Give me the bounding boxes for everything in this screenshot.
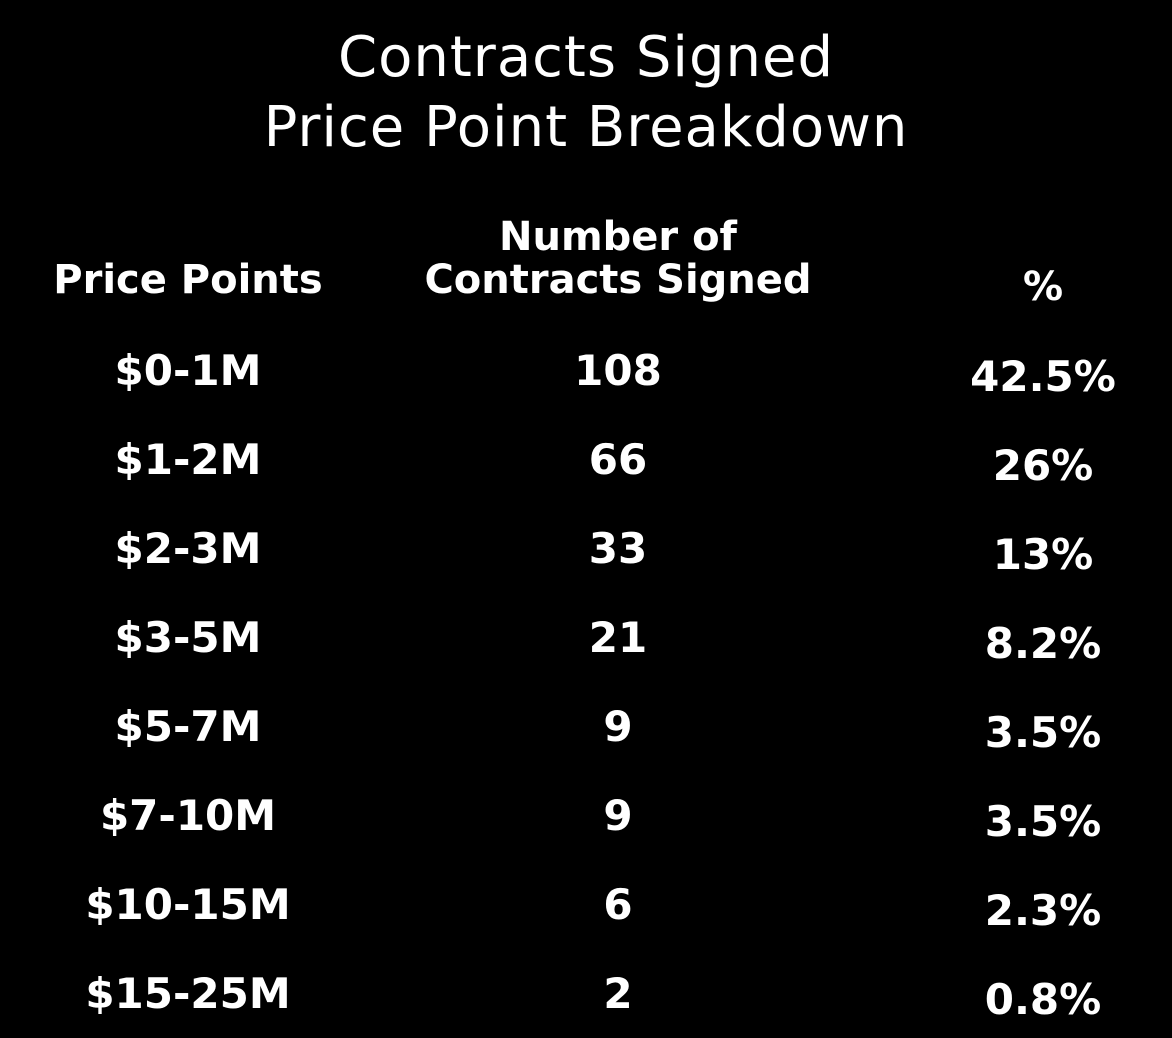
cell-percent: 2.3%	[984, 886, 1102, 935]
cell-contract-count: 33	[588, 524, 648, 573]
cell-price-point: $10-15M	[85, 880, 291, 929]
header-count-line2: Contracts Signed	[424, 257, 812, 303]
cell-price-point: $5-7M	[114, 702, 262, 751]
chart-title: Contracts Signed	[337, 25, 835, 90]
cell-percent: 3.5%	[984, 708, 1102, 757]
header-count-line1: Number of	[499, 214, 737, 260]
chart-subtitle: Price Point Breakdown	[263, 95, 909, 160]
cell-price-point: $15-25M	[85, 969, 291, 1018]
cell-percent: 8.2%	[984, 619, 1102, 668]
cell-percent: 3.5%	[984, 797, 1102, 846]
cell-percent: 0.8%	[984, 975, 1102, 1024]
cell-contract-count: 9	[603, 791, 633, 840]
cell-price-point: $2-3M	[114, 524, 262, 573]
cell-contract-count: 108	[574, 346, 662, 395]
cell-percent: 26%	[992, 441, 1094, 490]
cell-price-point: $1-2M	[114, 435, 262, 484]
cell-contract-count: 9	[603, 702, 633, 751]
cell-price-point: $7-10M	[99, 791, 277, 840]
header-percent: %	[1022, 264, 1064, 310]
cell-price-point: $3-5M	[114, 613, 262, 662]
cell-contract-count: 6	[603, 880, 633, 929]
cell-contract-count: 2	[603, 969, 633, 1018]
header-price-points: Price Points	[53, 257, 323, 303]
cell-percent: 13%	[992, 530, 1094, 579]
cell-percent: 42.5%	[970, 352, 1116, 401]
cell-contract-count: 21	[588, 613, 648, 662]
cell-contract-count: 66	[588, 435, 648, 484]
cell-price-point: $0-1M	[114, 346, 262, 395]
